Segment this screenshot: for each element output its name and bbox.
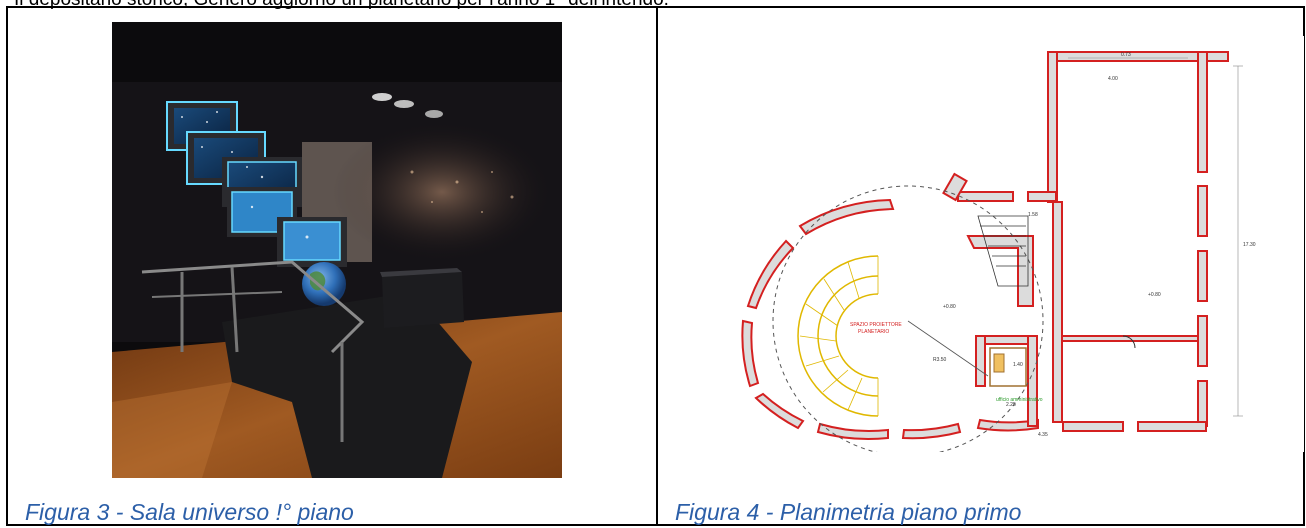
universe-room-photo <box>112 22 562 478</box>
figure-4-caption: Figura 4 - Planimetria piano primo <box>675 499 1022 525</box>
svg-text:+0.80: +0.80 <box>1148 292 1161 298</box>
plan-center-label-line1: SPAZIO PROIETTORE <box>850 322 902 328</box>
floor-plan-drawing: SPAZIO PROIETTORE PLANETARIO ufficio amm… <box>728 36 1304 457</box>
plan-office-label: ufficio amministrativo <box>996 397 1043 403</box>
table-divider <box>656 6 658 526</box>
svg-text:2.25: 2.25 <box>1006 402 1016 408</box>
top-text-line: Il depositario storico, Genero aggiorno … <box>0 0 1306 12</box>
svg-text:1.58: 1.58 <box>1028 212 1038 218</box>
svg-text:+0.80: +0.80 <box>943 304 956 310</box>
svg-text:4.35: 4.35 <box>1038 432 1048 438</box>
figure-3-caption: Figura 3 - Sala universo !° piano <box>25 499 354 525</box>
figure-cell-4: SPAZIO PROIETTORE PLANETARIO ufficio amm… <box>658 6 1305 526</box>
plan-radius-label: R3.50 <box>933 357 947 363</box>
figure-cell-3: Figura 3 - Sala universo !° piano <box>8 6 656 526</box>
clipped-top-text: Il depositario storico, Genero aggiorno … <box>0 0 1306 12</box>
svg-text:4.00: 4.00 <box>1108 76 1118 82</box>
plan-center-label-line2: PLANETARIO <box>858 329 889 335</box>
svg-text:17.30: 17.30 <box>1243 242 1256 248</box>
plan-dim-top: 0.73 <box>1121 52 1131 58</box>
figure-table <box>6 6 1305 526</box>
svg-text:1.40: 1.40 <box>1013 362 1023 368</box>
